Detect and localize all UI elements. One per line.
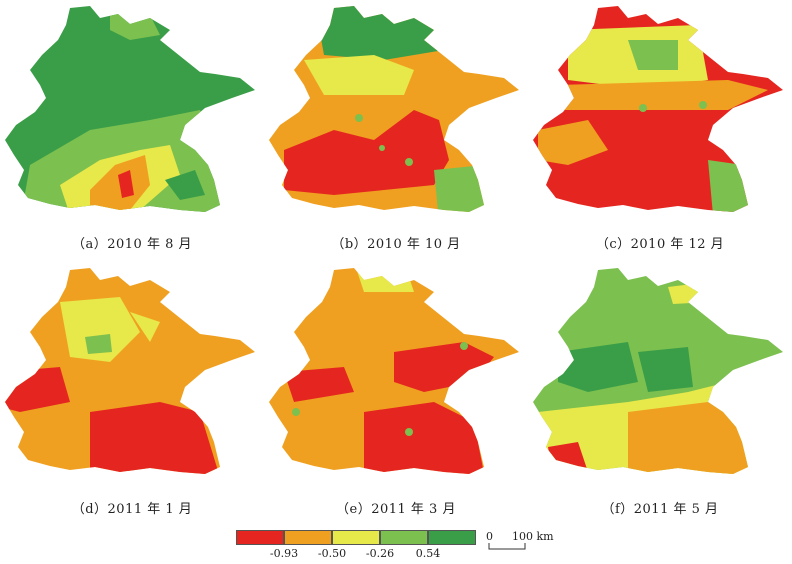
legend-label-1: -0.93 (269, 547, 299, 560)
region (292, 408, 300, 416)
legend-swatch-3 (332, 530, 380, 545)
region (708, 160, 750, 212)
region (639, 104, 647, 112)
region (434, 165, 489, 212)
map-e (269, 268, 519, 474)
panel-caption-a: （a）2010 年 8 月 (71, 237, 192, 252)
legend-label-3: -0.26 (365, 547, 395, 560)
region (638, 347, 693, 392)
color-legend: -0.93 -0.50 -0.26 0.54 (236, 530, 476, 560)
map-panel-d (0, 262, 264, 484)
legend-label-2: -0.50 (317, 547, 347, 560)
legend-swatch-1 (236, 530, 284, 545)
region (628, 40, 678, 70)
region (355, 114, 363, 122)
region (405, 158, 413, 166)
region (284, 110, 449, 195)
panel-caption-c: （c）2010 年 12 月 (595, 237, 725, 252)
region (460, 342, 468, 350)
map-c (533, 6, 783, 212)
legend-swatch-5 (428, 530, 476, 545)
region (354, 268, 414, 292)
region (314, 6, 444, 60)
legend-swatch-4 (380, 530, 428, 545)
scale-bar-line (488, 543, 526, 550)
scale-bar-zero: 0 (486, 530, 493, 543)
panel-caption-f: （f）2011 年 5 月 (601, 502, 719, 517)
panel-caption-b: （b）2010 年 10 月 (331, 237, 461, 252)
map-panel-b (264, 0, 528, 222)
map-panel-c (528, 0, 792, 222)
region (90, 402, 222, 474)
scale-bar: 0 100 km (486, 530, 566, 554)
region (628, 402, 750, 474)
region (379, 145, 385, 151)
region (118, 170, 134, 198)
map-b (269, 6, 519, 212)
region (165, 170, 205, 200)
panel-caption-d: （d）2011 年 1 月 (71, 502, 193, 517)
panel-caption-e: （e）2011 年 3 月 (336, 502, 456, 517)
legend-label-4: 0.54 (415, 547, 441, 560)
map-panel-f (528, 262, 792, 484)
region (558, 80, 768, 110)
region (699, 101, 707, 109)
region (85, 334, 112, 354)
map-d (5, 268, 255, 474)
region (60, 297, 140, 362)
region (284, 367, 354, 402)
map-panel-a (0, 0, 264, 222)
scale-bar-distance: 100 km (512, 530, 554, 543)
region (364, 402, 486, 474)
region (405, 428, 413, 436)
region (538, 120, 608, 165)
map-a (5, 6, 255, 212)
region (304, 55, 414, 95)
region (558, 342, 638, 392)
legend-swatch-2 (284, 530, 332, 545)
map-panel-e (264, 262, 528, 484)
region (130, 312, 160, 342)
map-f (533, 268, 783, 474)
